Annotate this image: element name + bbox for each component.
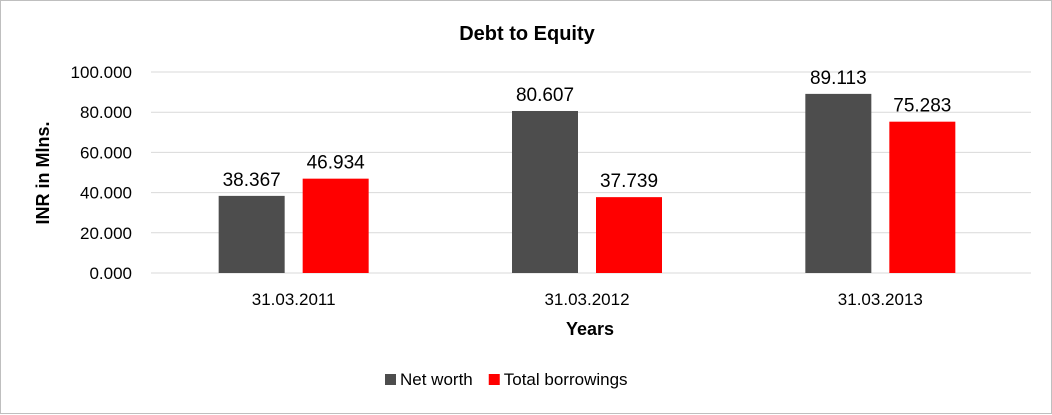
- x-tick-label: 31.03.2012: [544, 290, 629, 309]
- gridlines: [151, 71, 1031, 274]
- data-label: 80.607: [516, 85, 574, 106]
- y-axis-title: INR in Mlns.: [33, 122, 53, 225]
- x-axis-ticks: 31.03.2011 31.03.2012 31.03.2013: [252, 290, 923, 309]
- bar-net-worth: [805, 93, 872, 273]
- y-tick-label: 60.000: [80, 143, 132, 162]
- legend: Net worth Total borrowings: [385, 370, 628, 389]
- x-axis-title: Years: [566, 319, 614, 339]
- legend-swatch: [385, 374, 396, 385]
- bar-total-borrowings: [302, 178, 369, 273]
- legend-label: Net worth: [400, 370, 473, 389]
- bar-net-worth: [512, 110, 578, 274]
- y-tick-label: 100.000: [71, 63, 132, 82]
- data-label: 89.113: [810, 68, 867, 89]
- legend-label: Total borrowings: [504, 370, 628, 389]
- chart-title: Debt to Equity: [459, 23, 595, 45]
- bar-total-borrowings: [889, 121, 956, 273]
- y-axis-ticks: 0.000 20.000 40.000 60.000 80.000 100.000: [71, 63, 132, 283]
- data-labels: 38.367 46.934 80.607 37.739 89.113 75.283: [223, 68, 952, 192]
- data-label: 37.739: [600, 171, 658, 192]
- y-tick-label: 0.000: [89, 264, 132, 283]
- y-tick-label: 80.000: [80, 103, 132, 122]
- data-label: 75.283: [893, 96, 951, 117]
- y-tick-label: 20.000: [80, 224, 132, 243]
- x-tick-label: 31.03.2013: [838, 290, 923, 309]
- legend-swatch: [488, 374, 500, 385]
- data-label: 46.934: [307, 153, 366, 174]
- bar-net-worth: [218, 195, 285, 273]
- bars: [218, 93, 956, 274]
- y-tick-label: 40.000: [80, 184, 132, 203]
- x-tick-label: 31.03.2011: [252, 290, 336, 309]
- bar-total-borrowings: [596, 197, 662, 273]
- data-label: 38.367: [223, 170, 281, 191]
